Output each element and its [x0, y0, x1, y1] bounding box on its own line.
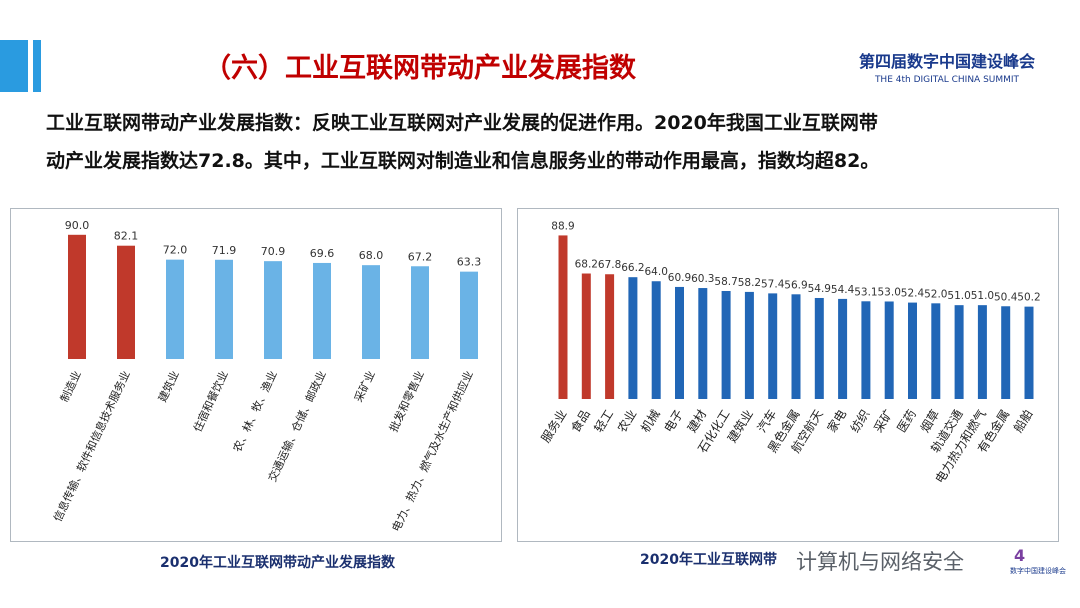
value-label-6: 60.9	[668, 272, 691, 284]
bar-1	[558, 235, 568, 399]
value-label-16: 52.4	[901, 288, 925, 300]
category-label-5: 农、林、牧、渔业	[230, 368, 280, 454]
category-label-3: 建筑业	[155, 368, 182, 404]
bar-8	[721, 290, 731, 399]
category-label-7: 采矿业	[352, 369, 378, 404]
category-label-1: 制造业	[57, 368, 84, 404]
summit-badge: 4 数字中国建设峰会	[1010, 546, 1066, 580]
category-label-15: 采矿	[871, 407, 896, 435]
chart-caption-right: 2020年工业互联网带	[640, 552, 777, 568]
bar-chart-industries: 90.0制造业82.1信息传输、软件和信息技术服务业72.0建筑业71.9住宿和…	[50, 219, 482, 534]
category-label-3: 轻工	[592, 407, 617, 435]
value-label-2: 82.1	[114, 230, 139, 243]
value-label-4: 71.9	[212, 244, 237, 257]
value-label-9: 58.2	[738, 277, 761, 289]
value-label-20: 50.4	[994, 291, 1018, 303]
category-label-8: 批发和零售业	[386, 368, 427, 434]
value-label-17: 52.0	[924, 288, 947, 300]
value-label-2: 68.2	[575, 259, 598, 271]
category-label-2: 食品	[567, 407, 592, 435]
chart-caption-left: 2020年工业互联网带动产业发展指数	[160, 555, 395, 571]
bar-20	[1001, 306, 1011, 399]
bar-18	[954, 305, 964, 399]
bar-chart-sectors: 88.9 服务业 68.2 食品 67.8 轻工 66.2 农业 64.0 机械 60.9 电子 60.…	[538, 220, 1041, 485]
value-label-5: 70.9	[261, 245, 286, 258]
value-label-5: 64.0	[645, 266, 668, 278]
value-label-12: 54.9	[808, 283, 831, 295]
value-label-19: 51.0	[971, 290, 994, 302]
bar-13	[838, 298, 848, 399]
bar-11	[791, 294, 801, 399]
bar-2	[117, 245, 135, 359]
value-label-3: 72.0	[163, 244, 188, 257]
bar-2	[581, 273, 591, 399]
value-label-11: 56.9	[784, 279, 807, 291]
chart-panel-sectors: 88.9 服务业 68.2 食品 67.8 轻工 66.2 农业 64.0 机械 60.9 电子 60.…	[517, 208, 1059, 542]
value-label-18: 51.0	[947, 290, 970, 302]
bar-9	[460, 271, 478, 359]
value-label-8: 67.2	[408, 250, 433, 263]
category-label-16: 医药	[894, 407, 919, 435]
bar-3	[605, 274, 615, 399]
value-label-3: 67.8	[598, 259, 621, 271]
bar-19	[977, 305, 987, 399]
summit-logo-en: THE 4th DIGITAL CHINA SUMMIT	[874, 75, 1020, 85]
bar-4	[215, 259, 233, 359]
value-label-1: 90.0	[65, 219, 90, 232]
bar-5	[651, 281, 661, 399]
chart-panel-industries: 90.0 制造业 82.1 信息传输、软件和信息技术服务业 72.0 建筑业 71.9 住宿和…	[10, 208, 502, 542]
bar-12	[814, 297, 824, 399]
summit-badge-mark: 4	[1014, 546, 1026, 565]
bar-9	[744, 291, 754, 399]
description-line-2: 动产业发展指数达72.8。其中，工业互联网对制造业和信息服务业的带动作用最高，指…	[46, 150, 880, 172]
header-accent-stripe	[33, 40, 41, 92]
value-label-4: 66.2	[621, 262, 644, 274]
category-label-4: 农业	[615, 407, 640, 435]
bar-1	[68, 234, 86, 359]
page-title: （六）工业互联网带动产业发展指数	[204, 53, 636, 84]
category-label-21: 船舶	[1010, 407, 1035, 435]
bar-16	[908, 302, 917, 399]
category-label-5: 机械	[637, 407, 662, 435]
bar-21	[1024, 306, 1034, 399]
value-label-9: 63.3	[457, 256, 482, 269]
value-label-21: 50.2	[1017, 292, 1040, 304]
category-label-4: 住宿和餐饮业	[190, 368, 231, 434]
category-label-1: 服务业	[538, 407, 570, 445]
category-label-6: 电子	[661, 407, 686, 435]
bar-17	[931, 303, 941, 399]
bar-5	[264, 261, 282, 359]
category-label-14: 纺织	[848, 407, 873, 435]
summit-badge-text: 数字中国建设峰会	[1010, 567, 1066, 575]
value-label-7: 60.3	[691, 273, 714, 285]
category-label-13: 家电	[824, 407, 849, 435]
bar-8	[411, 266, 429, 359]
bar-4	[628, 277, 638, 399]
category-label-9: 电力、热力、燃气及水生产和供应业	[389, 368, 476, 533]
value-label-14: 53.1	[854, 286, 877, 298]
value-label-1: 88.9	[551, 220, 574, 232]
bar-7	[362, 265, 380, 359]
description: 工业互联网带动产业发展指数：反映工业互联网对产业发展的促进作用。2020年我国工…	[46, 104, 1056, 180]
bar-14	[861, 301, 871, 399]
bar-7	[698, 288, 708, 399]
header-accent-bar	[0, 40, 28, 92]
value-label-8: 58.7	[714, 276, 737, 288]
summit-logo: 第四届数字中国建设峰会 THE 4th DIGITAL CHINA SUMMIT	[842, 48, 1052, 85]
bar-15	[884, 301, 894, 399]
bar-6	[675, 286, 684, 399]
bar-3	[166, 259, 184, 359]
value-label-13: 54.4	[831, 284, 855, 296]
value-label-7: 68.0	[359, 249, 384, 262]
summit-logo-cn: 第四届数字中国建设峰会	[858, 52, 1035, 71]
category-label-6: 交通运输、仓储、邮政业	[265, 368, 329, 484]
bar-10	[768, 293, 778, 399]
value-label-6: 69.6	[310, 247, 335, 260]
description-line-1: 工业互联网带动产业发展指数：反映工业互联网对产业发展的促进作用。2020年我国工…	[46, 112, 878, 134]
bar-6	[313, 262, 331, 359]
value-label-10: 57.4	[761, 278, 785, 290]
watermark: 计算机与网络安全	[792, 546, 968, 576]
value-label-15: 53.0	[878, 286, 901, 298]
